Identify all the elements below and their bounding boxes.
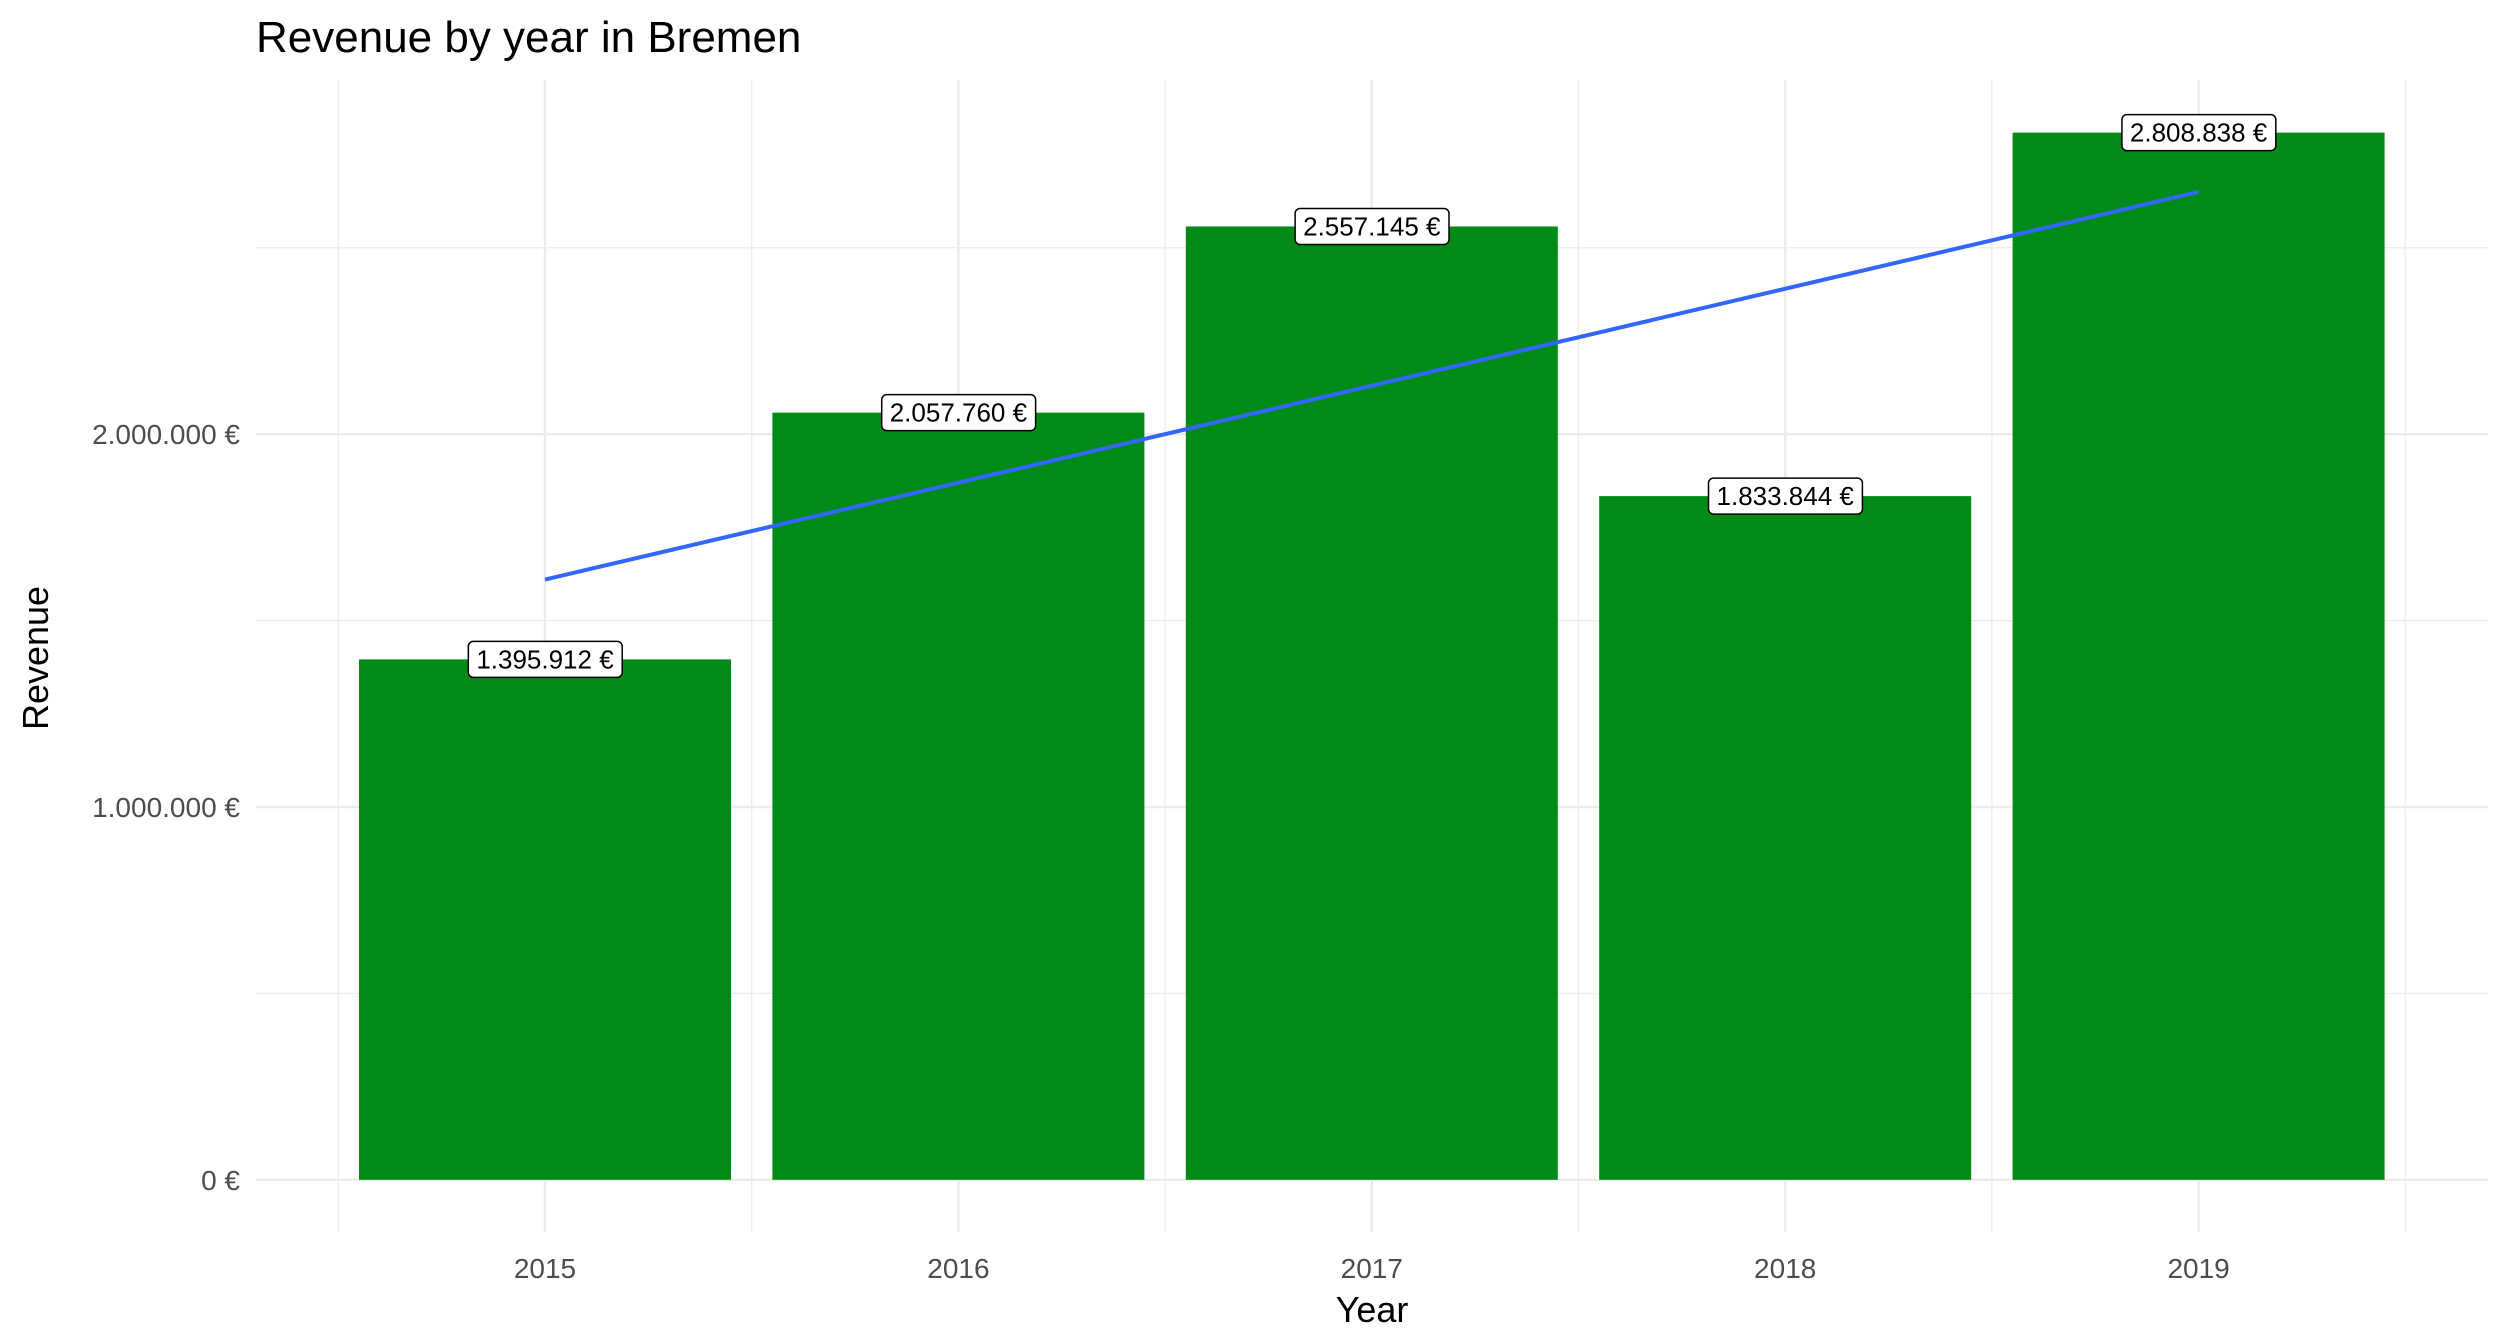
tick-layer: 0 € 1.000.000 € 2.000.000 € 2015 2016 2017 201… bbox=[92, 419, 2230, 1284]
trend-layer bbox=[544, 189, 2200, 582]
data-label-text: 1.833.844 € bbox=[1717, 481, 1855, 511]
y-axis-title: Revenue bbox=[15, 586, 56, 730]
data-label-2017: 2.557.145 € bbox=[1294, 207, 1450, 246]
data-label-box bbox=[2121, 113, 2277, 152]
data-label-2016: 2.057.760 € bbox=[880, 393, 1037, 432]
data-label-text: 2.808.838 € bbox=[2130, 118, 2268, 148]
x-tick-label: 2019 bbox=[2167, 1253, 2229, 1284]
bar-2019 bbox=[2012, 132, 2385, 1180]
data-label-2015: 1.395.912 € bbox=[467, 640, 623, 679]
bar-2016 bbox=[772, 412, 1145, 1180]
y-tick-label: 1.000.000 € bbox=[92, 792, 240, 823]
data-label-text: 2.557.145 € bbox=[1303, 211, 1441, 241]
trend-line bbox=[544, 189, 2200, 582]
data-label-layer: 1.395.912 € 2.057.760 € 2.557.145 € 1.833.8… bbox=[467, 113, 2277, 679]
x-tick-label: 2016 bbox=[927, 1253, 989, 1284]
bar-2018 bbox=[1599, 496, 1972, 1180]
y-tick-label: 2.000.000 € bbox=[92, 419, 240, 450]
bar-2015 bbox=[359, 659, 731, 1180]
bar-layer bbox=[359, 132, 2385, 1180]
data-label-2018: 1.833.844 € bbox=[1707, 477, 1864, 515]
data-label-box bbox=[1707, 477, 1864, 515]
data-label-text: 2.057.760 € bbox=[890, 398, 1028, 428]
chart-title: Revenue by year in Bremen bbox=[256, 13, 801, 62]
data-label-box bbox=[467, 640, 623, 679]
bar-2017 bbox=[1185, 226, 1558, 1180]
x-tick-label: 2015 bbox=[514, 1253, 576, 1284]
data-label-2019: 2.808.838 € bbox=[2121, 113, 2277, 152]
x-tick-label: 2017 bbox=[1341, 1253, 1403, 1284]
data-label-box bbox=[1294, 207, 1450, 246]
data-label-text: 1.395.912 € bbox=[476, 644, 614, 674]
data-label-box bbox=[880, 393, 1037, 432]
x-tick-label: 2018 bbox=[1754, 1253, 1816, 1284]
x-axis-title: Year bbox=[1336, 1289, 1409, 1330]
y-tick-label: 0 € bbox=[201, 1165, 240, 1196]
